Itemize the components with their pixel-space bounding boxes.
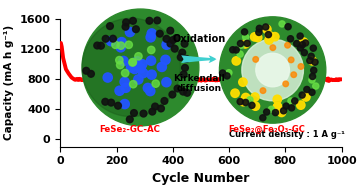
Y-axis label: Capacity (mA h g⁻¹): Capacity (mA h g⁻¹): [4, 25, 14, 140]
Text: FeSe₂-GC-AC: FeSe₂-GC-AC: [99, 125, 160, 134]
Text: Kirkendall
diffusion: Kirkendall diffusion: [173, 74, 225, 93]
Text: FeSe₂@Fe₂O₃-GC: FeSe₂@Fe₂O₃-GC: [229, 125, 305, 134]
Text: Current density : 1 A g⁻¹: Current density : 1 A g⁻¹: [229, 130, 345, 139]
X-axis label: Cycle Number: Cycle Number: [152, 172, 249, 185]
Text: Oxidation: Oxidation: [172, 34, 226, 44]
